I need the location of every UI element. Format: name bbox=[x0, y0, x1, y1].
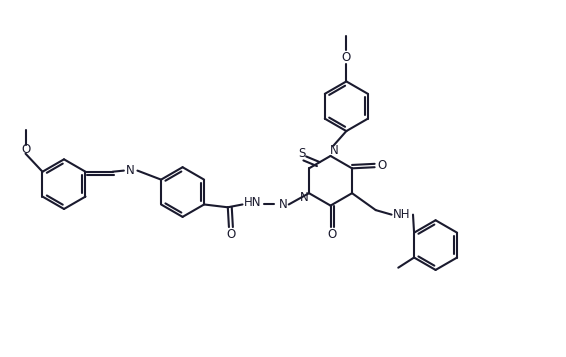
Text: HN: HN bbox=[244, 196, 261, 209]
Text: O: O bbox=[378, 159, 387, 172]
Text: N: N bbox=[278, 198, 288, 211]
Text: O: O bbox=[21, 143, 30, 156]
Text: NH: NH bbox=[393, 208, 410, 221]
Text: S: S bbox=[298, 147, 306, 160]
Text: O: O bbox=[226, 228, 235, 241]
Text: O: O bbox=[342, 51, 351, 64]
Text: O: O bbox=[328, 228, 337, 241]
Text: N: N bbox=[329, 144, 338, 157]
Text: N: N bbox=[126, 164, 135, 177]
Text: N: N bbox=[300, 191, 309, 204]
